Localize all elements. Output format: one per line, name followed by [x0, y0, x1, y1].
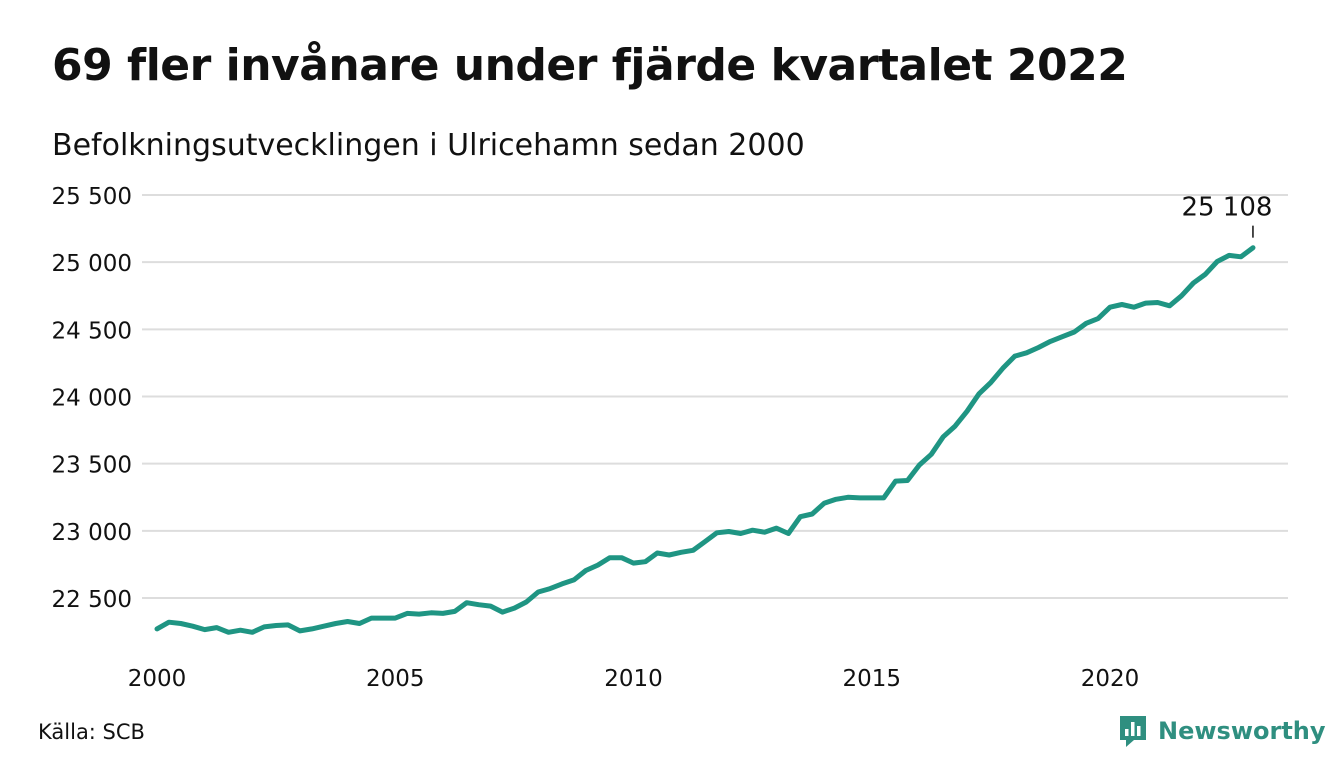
- x-axis-ticks: 2000 2005 2010 2015 2020: [128, 666, 1140, 692]
- y-tick-label: 23 000: [52, 520, 132, 546]
- brand-logo: Newsworthy: [1118, 714, 1326, 748]
- x-tick-label: 2020: [1081, 666, 1140, 692]
- y-tick-label: 24 000: [52, 386, 132, 412]
- chart-subtitle: Befolkningsutvecklingen i Ulricehamn sed…: [52, 128, 805, 163]
- y-tick-label: 25 000: [52, 251, 132, 277]
- y-tick-label: 25 500: [52, 184, 132, 210]
- y-tick-label: 24 500: [52, 318, 132, 344]
- y-tick-label: 22 500: [52, 587, 132, 613]
- population-line: [154, 245, 1256, 635]
- source-note: Källa: SCB: [38, 720, 145, 744]
- chart-title: 69 fler invånare under fjärde kvartalet …: [52, 40, 1128, 91]
- x-tick-label: 2000: [128, 666, 187, 692]
- y-axis-ticks: 22 500 23 000 23 500 24 000 24 500 25 000 25 5…: [52, 184, 132, 613]
- x-tick-label: 2015: [842, 666, 901, 692]
- end-value-label: 25 108: [1181, 193, 1272, 223]
- y-tick-label: 23 500: [52, 453, 132, 479]
- x-tick-label: 2005: [366, 666, 425, 692]
- grid-lines: [142, 194, 1288, 599]
- x-tick-label: 2010: [604, 666, 663, 692]
- bar-chart-speech-bubble-icon: [1120, 716, 1146, 747]
- brand-name: Newsworthy: [1158, 717, 1326, 745]
